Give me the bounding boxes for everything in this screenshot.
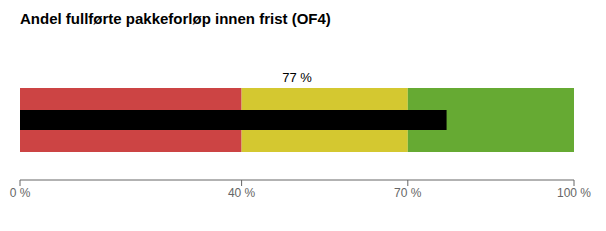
svg-text:0 %: 0 %: [10, 186, 31, 200]
svg-text:70 %: 70 %: [394, 186, 422, 200]
html-text:Andel fullførte pakkeforløp in: Andel fullførte pakkeforløp innen frist …: [20, 10, 331, 27]
svg-text:77 %: 77 %: [282, 70, 312, 85]
svg-text:40 %: 40 %: [228, 186, 256, 200]
svg-text:100 %: 100 %: [557, 186, 591, 200]
